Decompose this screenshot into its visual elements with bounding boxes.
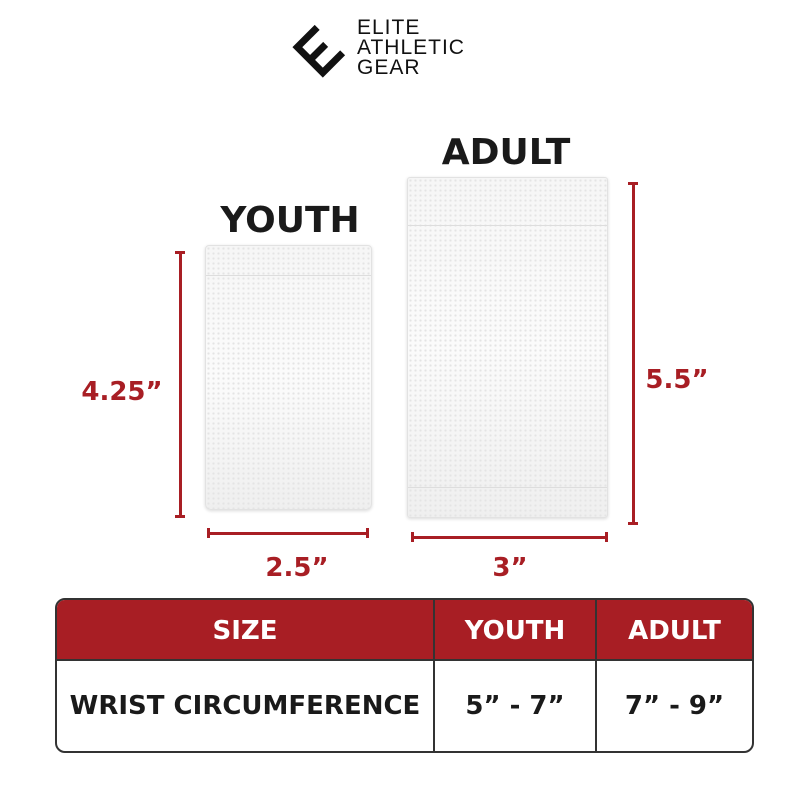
table-header [57,600,752,661]
dimension-cap [175,515,185,518]
logo-line: GEAR [357,56,421,79]
youth-sleeve-image [205,245,372,510]
youth-height-line [179,252,182,517]
dimension-cap [366,528,369,538]
logo-line: ELITE [357,16,421,39]
dimension-cap [628,182,638,185]
logo-e-monogram-icon [292,24,346,78]
adult-height-label: 5.5” [645,365,709,395]
dimension-cap [175,251,185,254]
adult-width-label: 3” [492,553,528,583]
size-table: SIZE YOUTH ADULT WRIST CIRCUMFERENCE 5” … [55,598,754,753]
dimension-cap [605,532,608,542]
youth-height-label: 4.25” [81,377,163,407]
header-youth: YOUTH [464,615,566,646]
header-size: SIZE [212,615,278,646]
dimension-cap [207,528,210,538]
dimension-cap [411,532,414,542]
adult-sleeve-image [407,177,608,518]
adult-height-line [632,183,635,524]
youth-title: YOUTH [220,200,360,241]
youth-width-label: 2.5” [265,553,329,583]
youth-width-line [208,532,368,535]
dimension-cap [628,522,638,525]
youth-value: 5” - 7” [465,691,565,721]
adult-width-line [412,536,607,539]
column-divider [433,600,435,751]
adult-value: 7” - 9” [624,691,725,721]
logo-line: ATHLETIC [357,36,465,59]
header-adult: ADULT [628,615,721,646]
column-divider [595,600,597,751]
row-label: WRIST CIRCUMFERENCE [69,691,421,721]
adult-title: ADULT [441,132,571,173]
brand-logo-text: ELITE ATHLETIC GEAR [357,16,465,79]
